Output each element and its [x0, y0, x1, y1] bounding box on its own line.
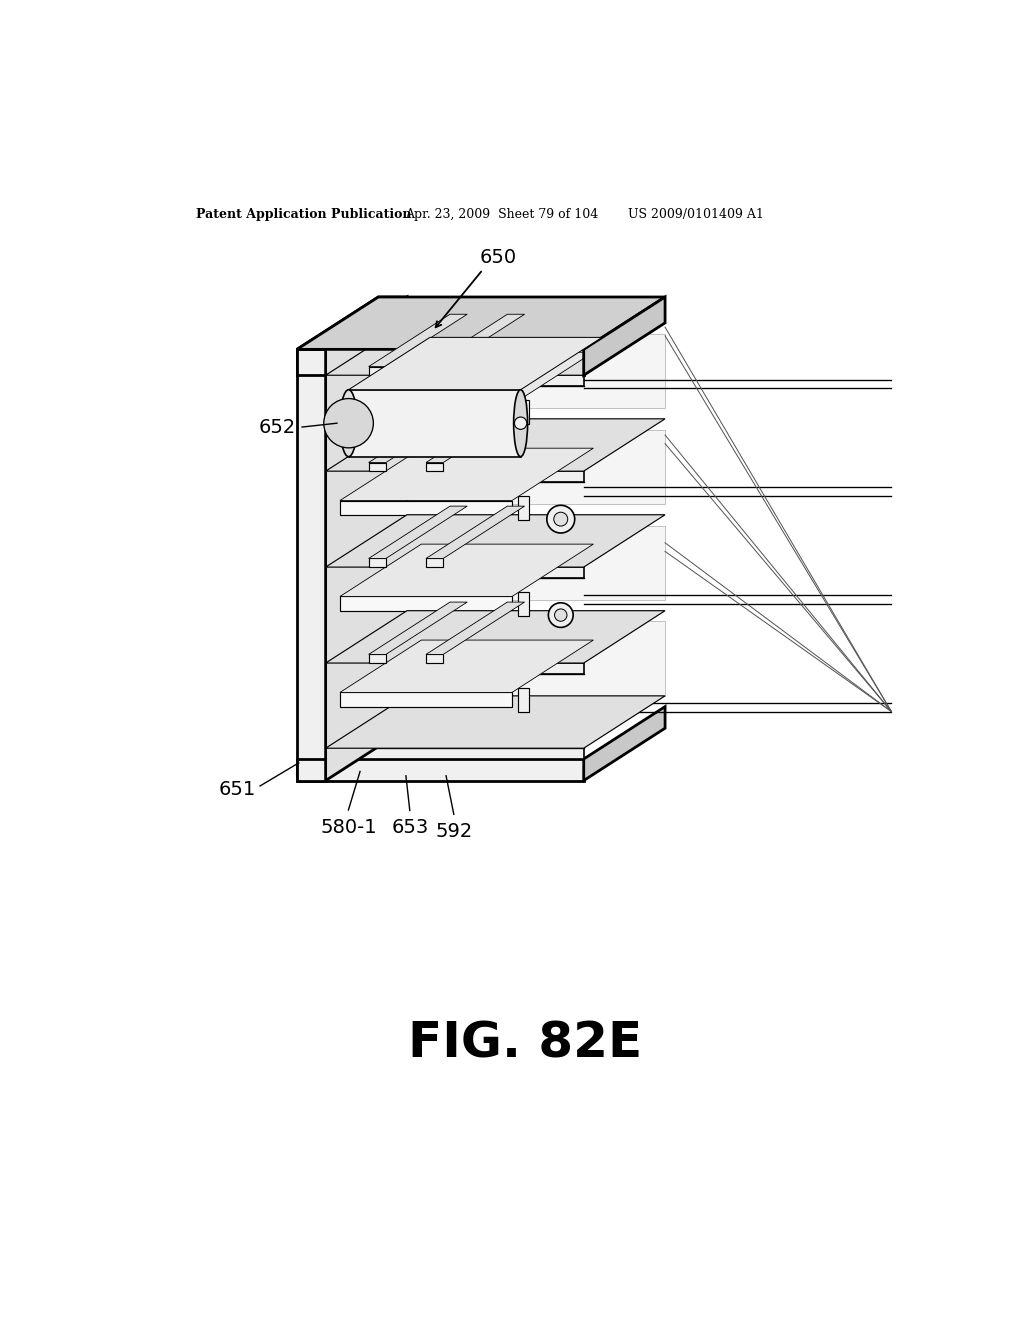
- Polygon shape: [326, 323, 665, 375]
- Ellipse shape: [514, 389, 527, 457]
- Polygon shape: [369, 367, 386, 375]
- Polygon shape: [326, 611, 665, 663]
- Polygon shape: [340, 405, 512, 420]
- Polygon shape: [518, 496, 529, 520]
- Text: 652: 652: [259, 417, 296, 437]
- Text: Patent Application Publication: Patent Application Publication: [197, 209, 412, 222]
- Polygon shape: [518, 400, 529, 424]
- Polygon shape: [426, 367, 443, 375]
- Polygon shape: [297, 297, 407, 350]
- Polygon shape: [326, 515, 665, 568]
- Polygon shape: [348, 389, 520, 457]
- Polygon shape: [369, 411, 467, 462]
- Polygon shape: [297, 759, 584, 780]
- Polygon shape: [326, 375, 584, 385]
- Polygon shape: [326, 568, 584, 578]
- Polygon shape: [369, 602, 467, 655]
- Text: 653: 653: [391, 818, 428, 837]
- Polygon shape: [518, 593, 529, 615]
- Text: 651: 651: [219, 780, 256, 800]
- Text: 650: 650: [480, 248, 517, 268]
- Polygon shape: [340, 352, 593, 405]
- Polygon shape: [348, 338, 602, 389]
- Polygon shape: [407, 525, 665, 599]
- Text: 592: 592: [435, 822, 472, 841]
- Polygon shape: [407, 429, 665, 504]
- Text: Apr. 23, 2009  Sheet 79 of 104: Apr. 23, 2009 Sheet 79 of 104: [406, 209, 599, 222]
- Polygon shape: [426, 411, 524, 462]
- Circle shape: [341, 416, 356, 430]
- Polygon shape: [426, 314, 524, 367]
- Polygon shape: [369, 506, 467, 558]
- Polygon shape: [378, 297, 407, 348]
- Circle shape: [514, 417, 526, 429]
- Polygon shape: [407, 622, 665, 696]
- Polygon shape: [369, 655, 386, 663]
- Polygon shape: [326, 418, 665, 471]
- Polygon shape: [297, 350, 326, 780]
- Circle shape: [335, 409, 362, 437]
- Polygon shape: [326, 696, 665, 748]
- Ellipse shape: [340, 389, 357, 457]
- Polygon shape: [340, 449, 593, 500]
- Polygon shape: [297, 350, 584, 375]
- Polygon shape: [326, 663, 584, 673]
- Polygon shape: [584, 297, 665, 375]
- Polygon shape: [518, 688, 529, 711]
- Circle shape: [549, 603, 573, 627]
- Polygon shape: [340, 640, 593, 693]
- Circle shape: [554, 512, 567, 527]
- Polygon shape: [426, 506, 524, 558]
- Text: US 2009/0101409 A1: US 2009/0101409 A1: [628, 209, 764, 222]
- Polygon shape: [369, 462, 386, 471]
- Polygon shape: [297, 297, 665, 350]
- Polygon shape: [426, 655, 443, 663]
- Polygon shape: [407, 334, 665, 408]
- Polygon shape: [426, 602, 524, 655]
- Polygon shape: [584, 706, 665, 780]
- Polygon shape: [340, 500, 512, 515]
- Polygon shape: [426, 462, 443, 471]
- Circle shape: [345, 420, 352, 428]
- Polygon shape: [340, 597, 512, 611]
- Text: FIG. 82E: FIG. 82E: [408, 1019, 642, 1068]
- Polygon shape: [426, 558, 443, 568]
- Polygon shape: [369, 558, 386, 568]
- Circle shape: [329, 404, 368, 442]
- Polygon shape: [369, 314, 467, 367]
- Text: 580-1: 580-1: [321, 817, 377, 837]
- Circle shape: [547, 506, 574, 533]
- Polygon shape: [340, 544, 593, 597]
- Polygon shape: [326, 471, 584, 482]
- Polygon shape: [326, 297, 407, 780]
- Circle shape: [324, 399, 374, 447]
- Circle shape: [555, 609, 567, 622]
- Polygon shape: [326, 748, 584, 759]
- Polygon shape: [340, 693, 512, 708]
